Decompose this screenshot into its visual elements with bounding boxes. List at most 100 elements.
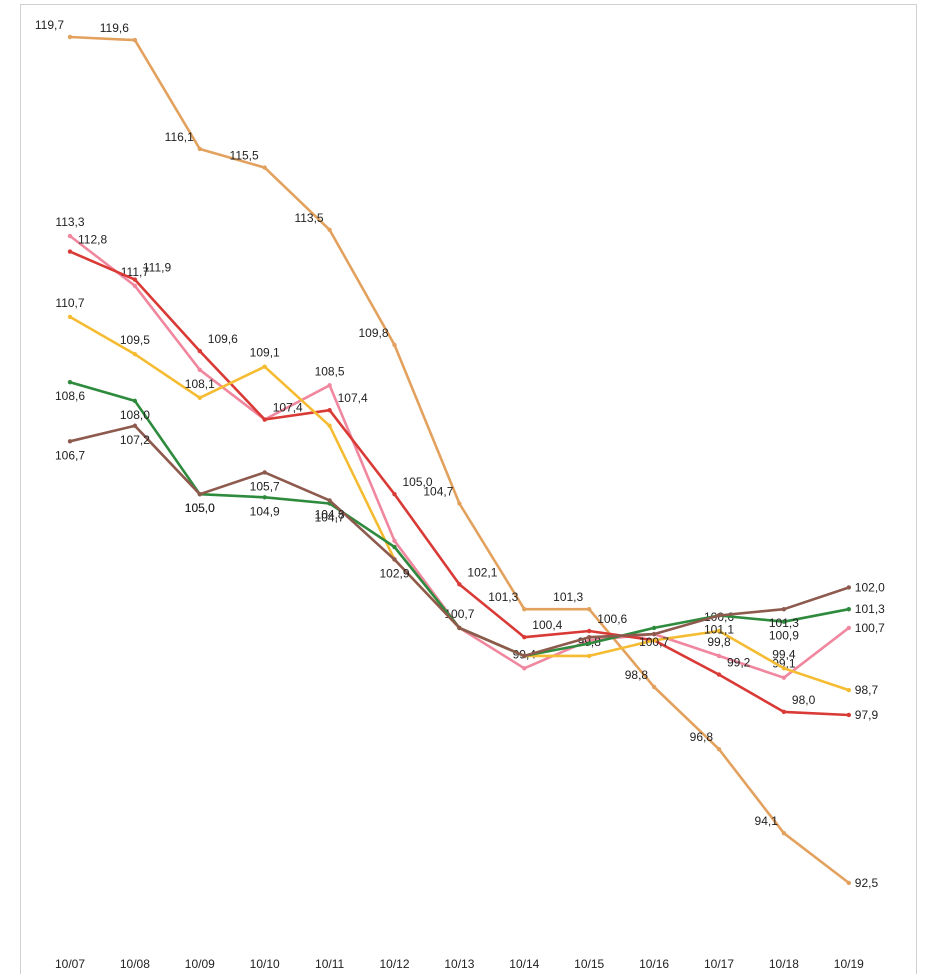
data-point: [651, 684, 657, 690]
data-point: [587, 607, 592, 612]
data-label: 100,9: [769, 629, 799, 643]
data-label: 99,1: [772, 657, 796, 671]
series-0: 119,7 119,6 116,1 115,5 113,5 109,8 104,7 101,3…: [35, 18, 879, 890]
data-point: [781, 675, 787, 680]
data-point: [197, 146, 202, 152]
data-point: [67, 34, 73, 40]
series-line-2: [69, 250, 849, 717]
data-label: 96,8: [690, 730, 714, 744]
data-point: [132, 352, 138, 357]
x-tick-label: 10/09: [185, 957, 215, 971]
data-point: [846, 625, 851, 631]
data-label: 102,9: [379, 566, 409, 580]
data-point: [327, 498, 332, 503]
data-point: [457, 625, 462, 631]
x-tick-label: 10/14: [509, 957, 539, 971]
data-label: 111,9: [143, 261, 172, 275]
data-label: 112,8: [78, 233, 107, 247]
data-point: [67, 314, 73, 320]
data-label: 92,5: [855, 876, 879, 890]
data-label: 113,3: [55, 215, 84, 229]
data-point: [716, 746, 722, 752]
data-label: 109,6: [208, 332, 238, 346]
x-tick-label: 10/18: [769, 957, 799, 971]
data-label: 107,2: [120, 433, 150, 447]
data-point: [846, 687, 851, 693]
data-point: [651, 625, 657, 631]
data-label: 104,8: [315, 507, 345, 521]
x-axis: 10/07 10/08 10/09 10/10 10/11 10/12 10/13 10/14…: [55, 957, 864, 971]
data-point: [522, 635, 527, 640]
data-point: [522, 607, 527, 612]
x-tick-label: 10/08: [120, 957, 150, 971]
data-label: 104,7: [315, 511, 345, 525]
x-tick-label: 10/16: [639, 957, 669, 971]
data-point: [651, 638, 657, 643]
data-label: 104,9: [250, 504, 280, 518]
data-point: [846, 585, 851, 590]
data-point: [197, 348, 202, 354]
data-point: [587, 635, 592, 640]
data-point: [846, 607, 851, 612]
data-point: [197, 491, 202, 497]
data-label: 101,3: [553, 590, 583, 604]
data-label: 105,7: [250, 479, 280, 493]
data-label: 109,8: [358, 326, 388, 340]
data-point: [457, 501, 462, 506]
data-point: [262, 417, 267, 422]
data-label: 100,4: [532, 618, 562, 632]
data-label: 107,4: [273, 401, 303, 415]
data-label: 101,3: [769, 616, 799, 630]
data-label: 97,9: [855, 708, 879, 722]
data-label: 119,6: [100, 21, 129, 35]
data-label: 116,1: [165, 130, 194, 144]
data-label: 105,0: [185, 501, 215, 515]
x-tick-label: 10/07: [55, 957, 85, 971]
data-point: [522, 653, 527, 659]
data-label: 101,3: [488, 590, 518, 604]
data-label: 100,6: [597, 612, 627, 626]
data-point: [392, 538, 397, 544]
data-point: [587, 628, 592, 634]
data-point: [132, 423, 138, 428]
data-point: [392, 544, 397, 550]
data-point: [716, 628, 722, 634]
data-label: 109,1: [250, 346, 280, 360]
x-tick-label: 10/10: [250, 957, 280, 971]
data-label: 98,7: [855, 683, 879, 697]
data-point: [327, 408, 332, 413]
data-point: [716, 613, 722, 618]
series-line-0: [69, 35, 850, 884]
chart-frame: [20, 4, 917, 974]
data-label: 94,1: [755, 814, 779, 828]
data-label: 104,7: [423, 485, 453, 499]
data-label: 119,7: [35, 18, 64, 32]
data-label: 99,2: [727, 656, 751, 670]
series-5: 106,7 107,2 105,0 105,7 104,8 102,9 101,3 102,0: [55, 423, 885, 659]
data-point: [587, 653, 592, 659]
data-label: 102,1: [467, 565, 497, 579]
data-label: 101,3: [855, 602, 885, 616]
data-point: [132, 37, 138, 43]
data-label: 108,0: [120, 408, 150, 422]
data-label: 100,7: [639, 635, 669, 649]
data-label: 108,5: [315, 364, 345, 378]
data-label: 115,5: [230, 149, 259, 163]
data-point: [781, 709, 787, 715]
data-point: [197, 395, 202, 400]
data-point: [522, 666, 527, 671]
data-label: 108,1: [185, 377, 215, 391]
data-point: [846, 880, 851, 886]
data-point: [327, 227, 332, 233]
data-point: [392, 557, 397, 562]
data-label: 110,7: [55, 296, 84, 310]
data-point: [67, 233, 73, 239]
data-point: [781, 666, 787, 671]
x-tick-label: 10/12: [379, 957, 409, 971]
data-point: [132, 398, 138, 404]
data-point: [392, 342, 397, 348]
data-point: [262, 470, 267, 475]
data-point: [327, 423, 332, 428]
